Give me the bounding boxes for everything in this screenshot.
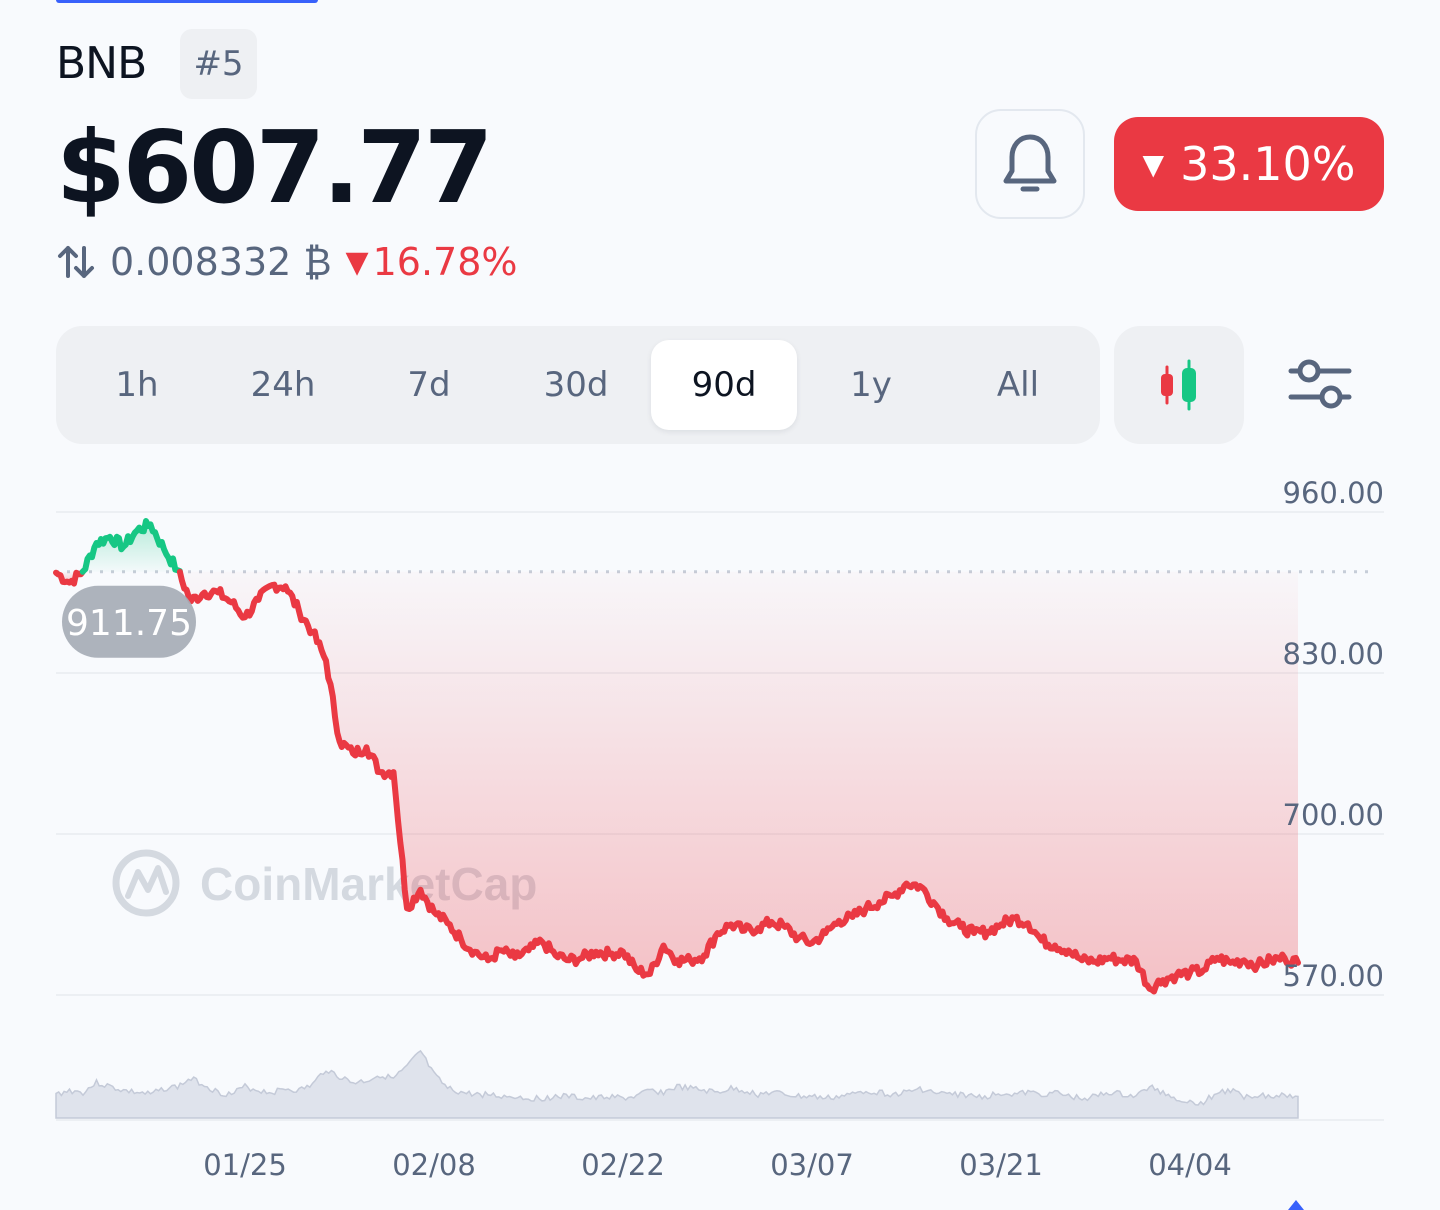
tab-24h[interactable]: 24h bbox=[250, 365, 316, 405]
btc-price-value: 0.008332 ₿ bbox=[110, 239, 332, 284]
price-line-up bbox=[79, 518, 183, 575]
candlestick-icon bbox=[1161, 359, 1196, 411]
x-tick-label: 03/07 bbox=[770, 1148, 854, 1182]
y-tick-label: 570.00 bbox=[1283, 959, 1384, 993]
reference-value-label: 911.75 bbox=[66, 603, 192, 644]
x-tick-label: 01/25 bbox=[203, 1148, 287, 1182]
down-arrow-icon: ▼ bbox=[1142, 147, 1165, 181]
coin-name: BNB bbox=[56, 38, 147, 89]
tab-1h[interactable]: 1h bbox=[115, 365, 159, 405]
tab-7d[interactable]: 7d bbox=[407, 365, 451, 405]
volume-area bbox=[55, 1049, 1299, 1119]
y-tick-label: 830.00 bbox=[1283, 637, 1384, 671]
btc-change-percent: 16.78% bbox=[372, 240, 518, 284]
x-tick-label: 04/04 bbox=[1148, 1148, 1232, 1182]
price: $607.77 bbox=[56, 109, 493, 226]
change-percent-badge: ▼ 33.10% bbox=[1114, 117, 1384, 211]
x-tick-label: 02/08 bbox=[392, 1148, 476, 1182]
change-percent-value: 33.10% bbox=[1180, 137, 1356, 191]
bell-icon bbox=[1003, 134, 1057, 192]
candlestick-toggle-button[interactable] bbox=[1114, 326, 1244, 444]
reference-label-pill bbox=[62, 585, 196, 658]
price-alert-button[interactable] bbox=[975, 109, 1085, 219]
coinmarketcap-logo bbox=[112, 849, 180, 917]
rank-badge: #5 bbox=[180, 29, 257, 99]
x-tick-label: 02/22 bbox=[581, 1148, 665, 1182]
tab-90d[interactable]: 90d bbox=[651, 340, 797, 430]
y-tick-label: 700.00 bbox=[1283, 798, 1384, 832]
tab-all[interactable]: All bbox=[996, 365, 1040, 405]
tab-30d[interactable]: 30d bbox=[543, 365, 609, 405]
top-accent-bar bbox=[56, 0, 318, 3]
x-tick-label: 03/21 bbox=[959, 1148, 1043, 1182]
area-above-reference bbox=[82, 521, 180, 572]
down-arrow-icon: ▼ bbox=[345, 244, 369, 280]
price-chart[interactable]: CoinMarketCap 960.00830.00700.00570.0001… bbox=[0, 460, 1440, 1210]
price-line-down bbox=[53, 568, 86, 587]
time-range-tabs: 1h 24h 7d 30d 90d 1y All bbox=[56, 326, 1100, 444]
sliders-icon bbox=[1288, 359, 1352, 409]
scroll-indicator-icon bbox=[1288, 1200, 1304, 1210]
area-below-reference bbox=[179, 571, 1298, 992]
y-tick-label: 960.00 bbox=[1283, 476, 1384, 510]
btc-price-row: 0.008332 ₿ ▼ 16.78% bbox=[56, 236, 518, 288]
chart-settings-button[interactable] bbox=[1270, 340, 1370, 430]
swap-arrows-icon[interactable] bbox=[56, 242, 96, 282]
price-line-down bbox=[176, 568, 1301, 995]
tab-1y[interactable]: 1y bbox=[850, 365, 892, 405]
